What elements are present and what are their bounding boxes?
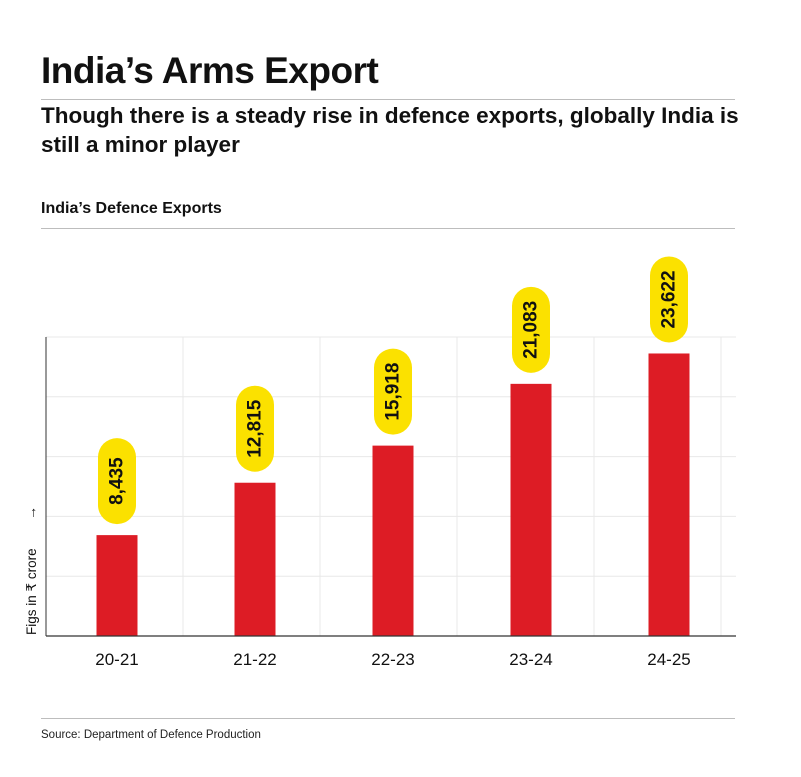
y-axis-label: Figs in ₹ crore: [24, 548, 39, 635]
value-label-bubble: [98, 438, 136, 525]
y-axis-arrow-icon: →: [23, 506, 39, 520]
x-tick-label: 20-21: [95, 650, 138, 669]
bar-23-24: [510, 383, 552, 636]
x-tick-label: 21-22: [233, 650, 276, 669]
bar-21-22: [234, 482, 276, 636]
footer-divider: [41, 718, 735, 719]
value-label: 8,435: [107, 457, 128, 505]
chart-subtitle: Though there is a steady rise in defence…: [41, 103, 739, 157]
chart-axes: [45, 337, 736, 637]
source-note: Source: Department of Defence Production: [41, 729, 261, 741]
chart-title-divider: [41, 228, 735, 229]
value-label-bubble: [512, 286, 550, 373]
value-label-bubble: [374, 348, 412, 435]
x-tick-label: 23-24: [509, 650, 552, 669]
chart-headline: India’s Arms Export: [41, 50, 379, 91]
bar-22-23: [372, 445, 414, 636]
value-label-bubble: [236, 385, 274, 472]
value-label: 21,083: [521, 301, 542, 359]
chart-title: India’s Defence Exports: [41, 200, 222, 217]
bar-20-21: [96, 535, 138, 636]
chart-value-labels: 8,435 12,815 15,918 21,083 23,622: [98, 256, 688, 525]
x-tick-label: 22-23: [371, 650, 414, 669]
value-label-bubble: [650, 256, 688, 343]
chart-y-label-group: Figs in ₹ crore →: [23, 506, 39, 635]
value-label: 12,815: [245, 399, 266, 458]
value-label: 15,918: [383, 363, 404, 421]
chart-bars: [96, 353, 690, 636]
chart-x-ticks: 20-21 21-22 22-23 23-24 24-25: [95, 650, 690, 669]
x-tick-label: 24-25: [647, 650, 690, 669]
bar-24-25: [648, 353, 690, 636]
value-label: 23,622: [659, 270, 680, 328]
headline-divider: [41, 99, 735, 100]
